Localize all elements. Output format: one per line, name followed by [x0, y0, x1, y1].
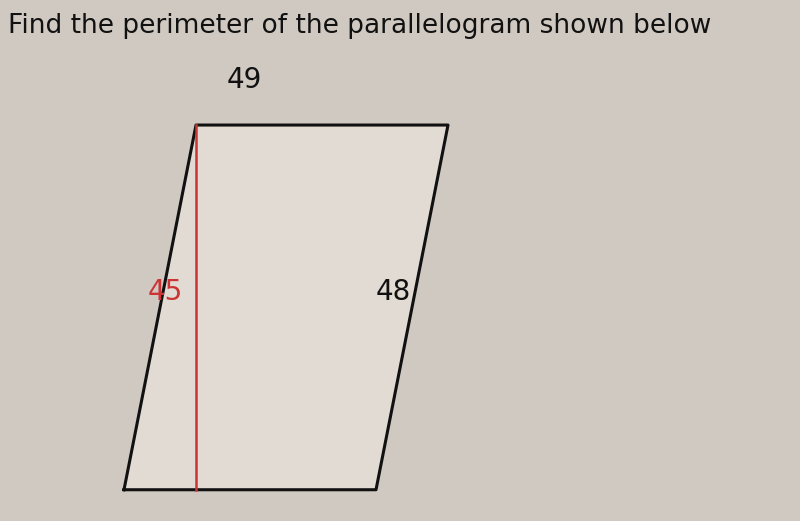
Text: 49: 49 [226, 66, 262, 94]
Text: 45: 45 [148, 278, 183, 306]
Polygon shape [124, 125, 448, 490]
Text: 48: 48 [376, 278, 411, 306]
Text: Find the perimeter of the parallelogram shown below: Find the perimeter of the parallelogram … [8, 13, 711, 39]
